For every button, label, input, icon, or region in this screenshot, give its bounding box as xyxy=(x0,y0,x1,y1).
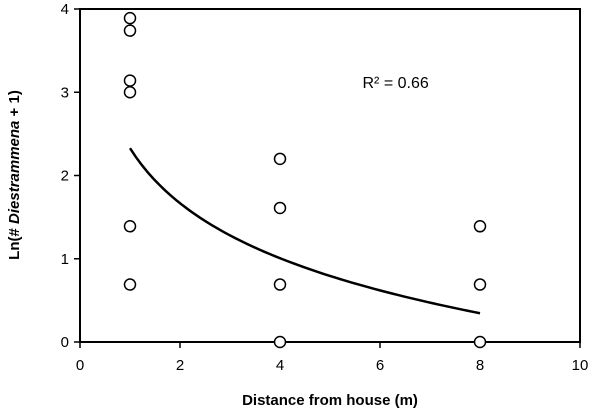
data-point xyxy=(123,24,137,37)
x-axis-ticks: 0 2 4 6 8 10 xyxy=(76,342,589,374)
y-tick-label: 3 xyxy=(61,84,69,101)
points-layer xyxy=(123,11,487,349)
annotation-layer: R² = 0.66 xyxy=(363,75,429,92)
plot-frame xyxy=(79,8,581,343)
y-tick-label: 2 xyxy=(61,168,69,185)
y-axis-ticks: 0 1 2 3 4 xyxy=(61,1,80,351)
data-point xyxy=(123,220,137,233)
y-axis-title: Ln(# Diestrammena + 1) xyxy=(6,90,23,260)
x-tick-label: 2 xyxy=(176,357,184,374)
data-point xyxy=(123,278,137,291)
data-point xyxy=(273,201,287,215)
trend-layer xyxy=(128,147,481,315)
x-tick-label: 0 xyxy=(76,357,84,374)
x-axis-title: Distance from house (m) xyxy=(242,392,418,409)
x-tick-label: 6 xyxy=(376,357,384,374)
x-tick-label: 4 xyxy=(276,357,284,374)
data-point xyxy=(123,11,137,25)
data-point xyxy=(273,335,287,349)
trend-line xyxy=(128,147,481,315)
x-tick-label: 10 xyxy=(572,357,589,374)
data-point xyxy=(473,220,487,233)
r-squared-annotation: R² = 0.66 xyxy=(363,75,429,92)
data-point xyxy=(273,278,287,291)
y-axis-title-suffix: + 1) xyxy=(6,90,23,120)
y-tick-label: 4 xyxy=(61,1,69,18)
y-axis-title-italic: Diestrammena xyxy=(6,121,23,224)
y-tick-label: 0 xyxy=(61,334,69,351)
x-tick-label: 8 xyxy=(476,357,484,374)
y-axis-title-prefix: Ln(# xyxy=(6,224,23,260)
data-point xyxy=(123,86,137,99)
y-tick-label: 1 xyxy=(61,251,69,268)
data-point xyxy=(473,278,487,291)
data-point xyxy=(473,335,487,349)
data-point xyxy=(273,152,287,166)
data-point xyxy=(123,74,137,87)
